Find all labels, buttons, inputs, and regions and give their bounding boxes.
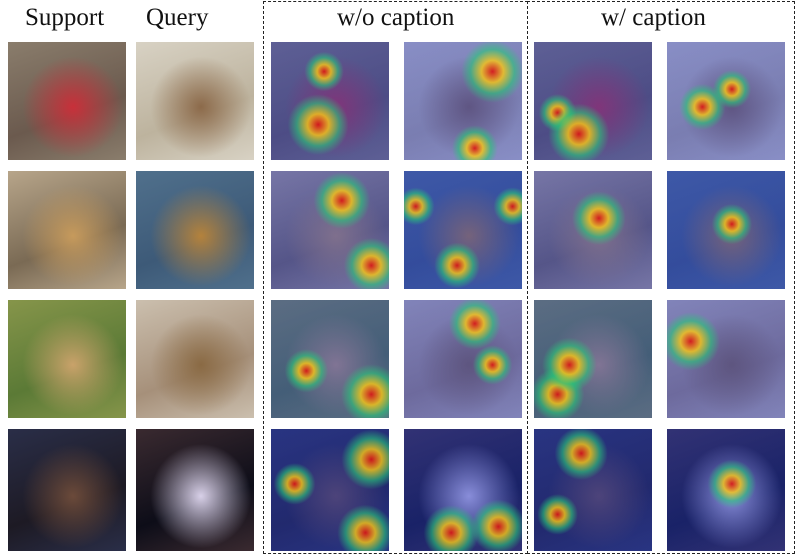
attention-overlay (404, 171, 522, 289)
attention-overlay (271, 171, 389, 289)
attention-overlay (667, 42, 785, 160)
query-image-lion (136, 300, 254, 418)
attention-overlay (667, 171, 785, 289)
with-caption-group-frame (527, 1, 795, 554)
photo (136, 300, 254, 418)
heatmap-with-caption-query-dog (667, 171, 785, 289)
attention-overlay (534, 171, 652, 289)
heatmap-without-caption-support-lion (271, 300, 389, 418)
heatmap-without-caption-query-lion (404, 300, 522, 418)
heatmap-with-caption-query-lion (667, 300, 785, 418)
photo (136, 171, 254, 289)
photo (8, 171, 126, 289)
attention-overlay (667, 429, 785, 551)
heatmap-with-caption-support-crab (534, 42, 652, 160)
heatmap-with-caption-query-scoreboard (667, 429, 785, 551)
attention-overlay (271, 300, 389, 418)
photo (8, 300, 126, 418)
attention-overlay (271, 429, 389, 551)
heatmap-without-caption-query-crab (404, 42, 522, 160)
heatmap-with-caption-support-dog (534, 171, 652, 289)
attention-overlay (667, 300, 785, 418)
attention-overlay (271, 42, 389, 160)
heatmap-without-caption-query-dog (404, 171, 522, 289)
support-image-lion (8, 300, 126, 418)
query-image-dog (136, 171, 254, 289)
heatmap-with-caption-support-scoreboard (534, 429, 652, 551)
query-image-crab (136, 42, 254, 160)
attention-overlay (534, 300, 652, 418)
heatmap-without-caption-support-crab (271, 42, 389, 160)
support-image-dog (8, 171, 126, 289)
header-without-caption: w/o caption (337, 4, 455, 31)
attention-overlay (534, 429, 652, 551)
support-image-scoreboard (8, 429, 126, 551)
heatmap-with-caption-query-crab (667, 42, 785, 160)
heatmap-without-caption-query-scoreboard (404, 429, 522, 551)
header-support: Support (25, 4, 105, 31)
attention-overlay (404, 42, 522, 160)
heatmap-without-caption-support-dog (271, 171, 389, 289)
attention-overlay (404, 429, 522, 551)
header-with-caption: w/ caption (601, 4, 706, 31)
heatmap-with-caption-support-lion (534, 300, 652, 418)
photo (8, 429, 126, 551)
query-image-scoreboard (136, 429, 254, 551)
header-query: Query (146, 4, 209, 31)
photo (136, 42, 254, 160)
attention-overlay (404, 300, 522, 418)
photo (136, 429, 254, 551)
support-image-crab (8, 42, 126, 160)
attention-overlay (534, 42, 652, 160)
photo (8, 42, 126, 160)
heatmap-without-caption-support-scoreboard (271, 429, 389, 551)
